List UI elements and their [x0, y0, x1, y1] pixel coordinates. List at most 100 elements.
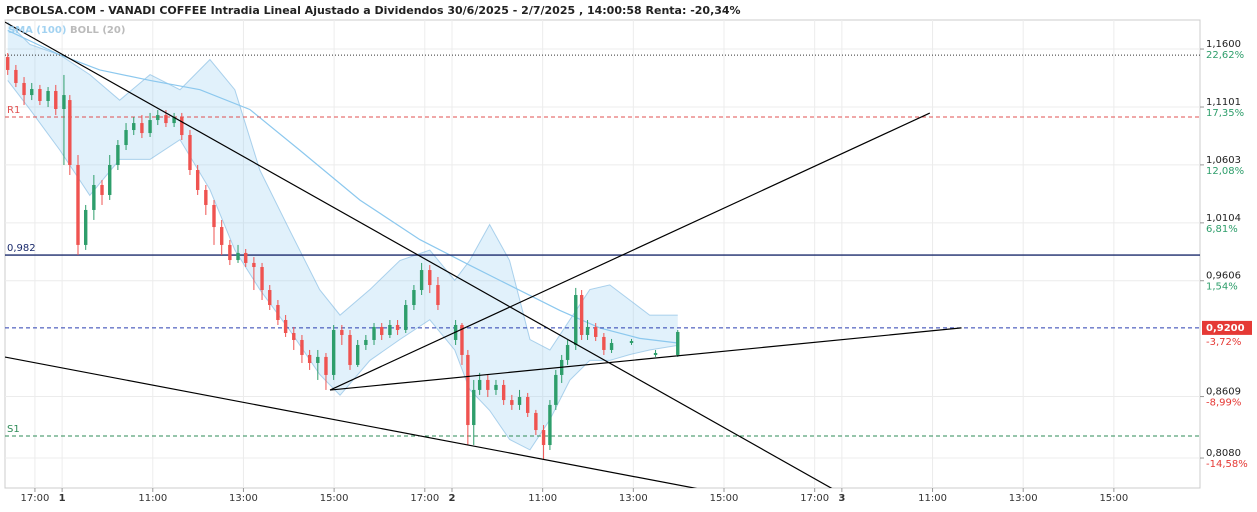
candle-body — [460, 324, 464, 355]
x-tick-label: 15:00 — [320, 493, 349, 504]
candle-body — [195, 169, 200, 190]
candle-body — [340, 329, 344, 335]
y-tick-pct: 12,08% — [1206, 166, 1244, 177]
y-tick-label: 0,8080 — [1206, 448, 1241, 459]
x-tick-label: 11:00 — [918, 493, 947, 504]
candle-body — [180, 117, 184, 136]
bollinger-lower — [7, 80, 678, 451]
trend-line — [329, 112, 931, 391]
x-tick-label: 11:00 — [138, 493, 167, 504]
y-tick-pct: 22,62% — [1206, 50, 1244, 61]
x-tick-label: 15:00 — [710, 493, 739, 504]
candle-body — [228, 244, 232, 261]
y-tick-pct: 1,54% — [1206, 282, 1238, 293]
candle-body — [54, 90, 58, 109]
candle-body — [486, 379, 490, 390]
candle-body — [38, 89, 42, 101]
candle-body — [140, 123, 144, 134]
candle-body — [316, 356, 320, 363]
candle-body — [494, 384, 498, 390]
candle-body — [534, 412, 538, 431]
candle-body — [108, 165, 112, 195]
x-tick-label: 15:00 — [1099, 493, 1128, 504]
candle-body — [83, 209, 88, 245]
candle-body — [188, 135, 192, 170]
candle-body — [68, 100, 72, 166]
candle-body — [62, 95, 66, 109]
legend-sma: SMA (100) — [8, 25, 66, 36]
candle-body — [148, 120, 152, 134]
y-tick-label: 1,1101 — [1206, 97, 1241, 108]
candle-body — [100, 184, 104, 195]
candle-body — [609, 342, 614, 350]
x-tick-label: 1 — [59, 493, 66, 504]
candle-body — [132, 123, 136, 131]
candle-body — [629, 341, 634, 343]
candle-body — [565, 344, 570, 360]
candle-body — [510, 400, 514, 405]
y-tick-label: 1,0603 — [1206, 155, 1241, 166]
plot-area: R1 0,982 S1 — [5, 20, 1200, 488]
bollinger-band — [7, 22, 678, 450]
candle-body — [30, 89, 34, 96]
level-label: 0,982 — [7, 243, 36, 254]
candle-body — [172, 117, 176, 124]
candle-body — [348, 334, 352, 365]
candle-body — [574, 295, 578, 345]
y-tick-pct: -14,58% — [1206, 459, 1248, 470]
x-tick-label: 11:00 — [528, 493, 557, 504]
candle-body — [466, 354, 470, 426]
plot-frame — [4, 19, 1201, 489]
candle-body — [372, 326, 376, 340]
candle-body — [276, 305, 280, 320]
y-tick-label: 0,9606 — [1206, 271, 1241, 282]
candle-body — [324, 356, 328, 375]
candle-body — [46, 90, 50, 101]
sma-line — [7, 29, 678, 344]
candle-body — [676, 331, 680, 355]
x-tick-label: 2 — [449, 493, 456, 504]
candle-body — [364, 339, 368, 345]
y-tick-label: 1,1600 — [1206, 39, 1241, 50]
bollinger-upper — [7, 21, 678, 351]
last-price-label: 0,9200 — [1206, 323, 1245, 334]
x-tick-label: 3 — [838, 493, 845, 504]
candle-body — [260, 267, 264, 291]
level-label: R1 — [7, 105, 20, 116]
y-tick-pct: -8,99% — [1206, 398, 1241, 409]
candle-body — [541, 430, 546, 446]
candle-body — [593, 326, 598, 337]
candle-body — [395, 324, 400, 330]
candle-body — [477, 379, 482, 390]
y-tick-label: 1,0104 — [1206, 213, 1241, 224]
candle-body — [22, 82, 26, 96]
candle-body — [404, 305, 408, 330]
trend-line — [5, 356, 698, 488]
candle-body — [164, 115, 168, 124]
candle-body — [244, 252, 248, 263]
candle-body — [307, 354, 312, 363]
trend-line — [5, 21, 833, 488]
candle-body — [236, 252, 240, 261]
candle-body — [116, 145, 120, 166]
candle-body — [6, 57, 10, 70]
candle-body — [554, 374, 558, 405]
candle-body — [204, 189, 208, 205]
candle-body — [156, 115, 160, 121]
candle-body — [412, 290, 416, 306]
candle-body — [292, 333, 296, 340]
x-tick-label: 17:00 — [410, 493, 439, 504]
y-tick-label: 0,8609 — [1206, 387, 1241, 398]
candle-body — [501, 384, 506, 401]
candle-body — [355, 344, 360, 365]
candle-body — [579, 295, 584, 335]
candle-body — [419, 270, 424, 291]
candle-body — [602, 336, 606, 350]
last-price-pct: -3,72% — [1206, 337, 1241, 348]
candle-body — [548, 404, 552, 446]
candle-body — [517, 397, 522, 405]
candle-body — [268, 290, 272, 306]
candle-body — [300, 339, 304, 355]
